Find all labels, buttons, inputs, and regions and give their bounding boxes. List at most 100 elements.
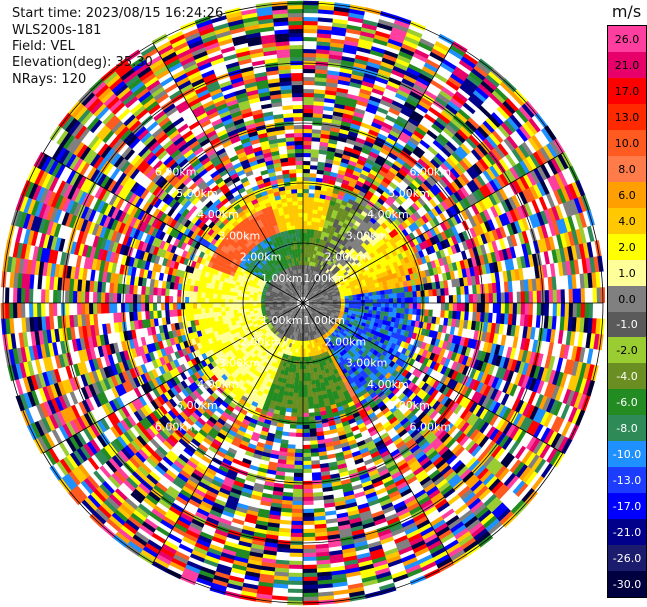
range-gate	[416, 296, 422, 304]
range-gate	[341, 200, 348, 207]
range-gate	[467, 276, 473, 286]
range-gate	[360, 279, 367, 284]
range-gate	[323, 267, 328, 273]
range-gate	[449, 254, 456, 264]
range-gate	[328, 307, 333, 310]
range-gate	[388, 238, 396, 246]
range-gate	[523, 279, 529, 292]
range-gate	[488, 114, 502, 128]
range-gate	[303, 232, 307, 238]
range-gate	[388, 307, 394, 313]
range-gate	[559, 247, 567, 263]
range-gate	[307, 380, 312, 386]
range-gate	[492, 303, 498, 314]
range-gate	[302, 400, 309, 406]
range-gate	[344, 205, 352, 213]
range-gate	[540, 127, 554, 144]
range-gate	[321, 270, 326, 276]
range-gate	[418, 242, 426, 251]
range-gate	[449, 270, 456, 280]
range-gate	[303, 84, 315, 90]
range-gate	[343, 175, 352, 182]
range-gate	[424, 309, 430, 317]
range-gate	[407, 170, 418, 180]
range-gate	[369, 95, 382, 104]
range-gate	[349, 177, 358, 185]
range-gate	[402, 176, 412, 186]
range-gate	[320, 305, 325, 308]
range-gate	[506, 270, 513, 282]
range-gate	[396, 271, 402, 278]
range-gate	[539, 147, 552, 163]
range-gate	[354, 197, 363, 205]
range-gate	[462, 197, 472, 209]
range-gate	[482, 273, 489, 285]
range-gate	[337, 83, 350, 90]
range-gate	[362, 285, 368, 291]
range-gate	[380, 165, 390, 174]
range-gate	[474, 321, 481, 332]
range-gate	[548, 289, 554, 304]
range-gate	[393, 19, 411, 29]
range-gate	[544, 355, 552, 370]
range-gate	[359, 276, 365, 281]
range-gate	[392, 189, 401, 198]
range-gate	[317, 283, 322, 288]
range-gate	[515, 314, 521, 326]
range-gate	[325, 85, 338, 92]
range-gate	[564, 303, 570, 318]
range-gate	[486, 322, 493, 333]
range-gate	[344, 295, 350, 299]
range-gate	[437, 133, 450, 145]
range-gate	[417, 185, 427, 195]
range-gate	[316, 305, 321, 308]
range-gate	[375, 30, 391, 39]
range-gate	[355, 103, 367, 111]
range-gate	[582, 210, 592, 228]
range-gate	[374, 200, 383, 209]
range-gate	[303, 256, 306, 262]
range-gate	[482, 138, 495, 151]
range-gate	[378, 129, 390, 138]
range-gate	[574, 377, 584, 393]
range-gate	[355, 314, 360, 319]
range-gate	[371, 41, 387, 51]
range-gate	[302, 404, 309, 410]
range-gate	[390, 30, 406, 40]
range-gate	[445, 124, 458, 136]
range-gate	[331, 310, 337, 314]
range-gate	[356, 133, 368, 141]
range-gate	[341, 116, 353, 124]
range-gate	[560, 289, 566, 304]
range-gate	[346, 202, 354, 209]
range-gate	[474, 201, 484, 214]
range-gate	[341, 284, 347, 288]
range-gate	[485, 117, 499, 131]
range-gate	[388, 273, 395, 280]
range-gate	[562, 201, 572, 218]
range-gate	[479, 244, 487, 255]
ppi-gates	[0, 0, 605, 606]
range-gate	[456, 311, 462, 320]
range-gate	[349, 273, 355, 279]
range-gate	[392, 210, 400, 219]
range-gate	[303, 16, 319, 22]
range-gate	[395, 312, 401, 319]
range-gate	[382, 242, 389, 250]
range-gate	[504, 198, 514, 212]
range-gate	[415, 284, 421, 292]
range-gate	[315, 221, 321, 227]
range-gate	[499, 81, 515, 96]
range-gate	[528, 117, 542, 133]
range-gate	[374, 176, 383, 184]
range-gate	[411, 314, 417, 321]
range-gate	[459, 125, 472, 138]
range-gate	[486, 252, 494, 264]
range-gate	[411, 245, 419, 254]
range-gate	[324, 199, 331, 205]
range-gate	[571, 376, 580, 392]
range-gate	[332, 304, 338, 307]
range-gate	[425, 200, 435, 211]
range-gate	[410, 320, 416, 327]
range-gate	[303, 148, 312, 154]
